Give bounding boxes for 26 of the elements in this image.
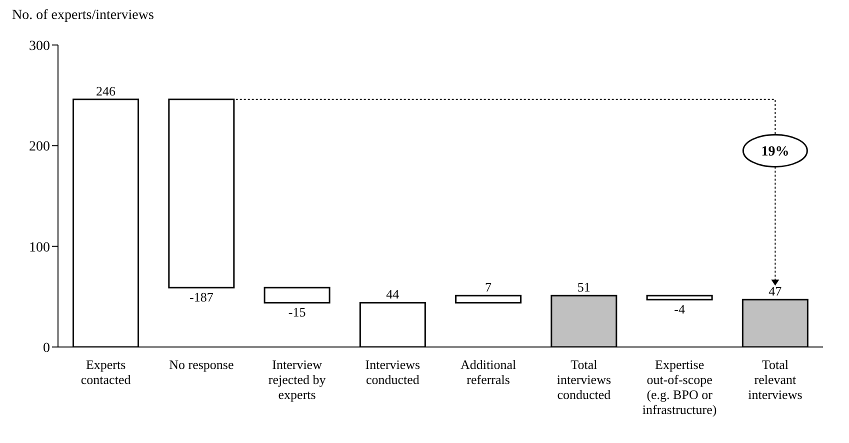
data-label: 51 — [577, 280, 590, 295]
data-label: 246 — [96, 83, 116, 98]
x-tick-label: Experts contacted — [80, 357, 132, 387]
y-tick-label: 300 — [29, 38, 50, 54]
x-tick-label: Total relevant interviews — [748, 357, 802, 402]
x-tick-label: Additional referrals — [460, 357, 516, 387]
x-tick-label: Total interviews conducted — [556, 357, 612, 402]
bar — [168, 98, 235, 288]
data-label: 44 — [386, 286, 400, 302]
annotation: 19% — [761, 144, 790, 160]
data-label: 7 — [485, 280, 492, 295]
x-tick-label: Expertise out-of-scope (e.g. BPO or infrastructure) — [642, 357, 717, 417]
y-tick-label: 0 — [43, 340, 50, 356]
y-tick-label: 200 — [29, 140, 50, 155]
y-tick-label: 100 — [29, 240, 50, 256]
x-tick-label: No response — [169, 357, 234, 372]
bar — [264, 286, 330, 304]
y-axis-title: No. of experts/interviews — [12, 8, 155, 24]
data-label: -4 — [674, 302, 686, 317]
bar — [646, 294, 713, 300]
bar — [455, 294, 522, 304]
data-label: -15 — [288, 304, 306, 320]
data-label: -187 — [190, 290, 214, 305]
x-tick-label: Interview rejected by experts — [268, 357, 326, 402]
data-label: 47 — [768, 284, 782, 299]
x-tick-label: Interviews conducted — [365, 357, 420, 387]
